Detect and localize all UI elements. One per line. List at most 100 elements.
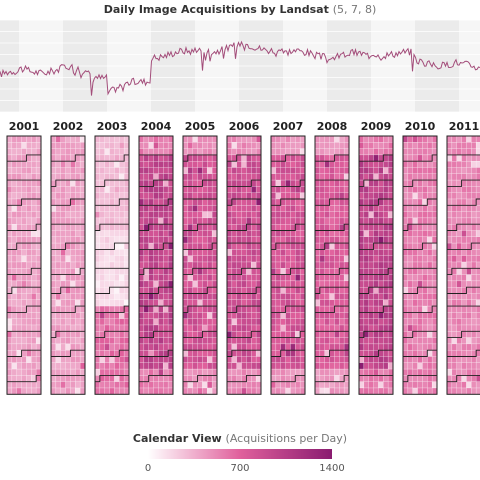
calendar-day-cell xyxy=(270,205,277,212)
calendar-day-cell xyxy=(241,198,247,206)
month-boundary-line xyxy=(139,179,173,187)
calendar-day-cell xyxy=(329,217,335,225)
calendar-day-cell xyxy=(148,236,154,244)
calendar-day-cell xyxy=(153,186,159,193)
calendar-day-cell xyxy=(373,343,379,351)
calendar-day-cell xyxy=(475,154,480,162)
calendar-day-cell xyxy=(35,261,42,269)
calendar-day-cell xyxy=(285,223,291,231)
calendar-day-cell xyxy=(475,387,480,395)
calendar-day-cell xyxy=(466,223,472,231)
calendar-day-cell xyxy=(202,167,208,175)
calendar-day-cell xyxy=(290,286,296,294)
calendar-day-cell xyxy=(197,293,203,301)
calendar-day-cell xyxy=(368,249,374,256)
calendar-day-cell xyxy=(55,236,61,244)
calendar-day-cell xyxy=(143,142,149,149)
calendar-day-cell xyxy=(475,268,480,275)
calendar-day-cell xyxy=(114,217,120,225)
calendar-day-cell xyxy=(270,368,277,376)
calendar-day-cell xyxy=(387,205,394,212)
calendar-day-cell xyxy=(412,286,418,294)
calendar-day-cell xyxy=(226,362,233,370)
calendar-day-cell xyxy=(192,198,198,206)
calendar-day-cell xyxy=(270,161,277,168)
calendar-day-cell xyxy=(143,236,149,244)
calendar-day-cell xyxy=(114,179,120,187)
calendar-day-cell xyxy=(236,343,242,351)
calendar-day-cell xyxy=(451,223,457,231)
calendar-day-cell xyxy=(197,318,203,326)
calendar-day-cell xyxy=(21,261,27,269)
calendar-day-cell xyxy=(324,356,330,364)
calendar-day-cell xyxy=(158,242,164,250)
calendar-day-cell xyxy=(31,161,37,168)
calendar-day-cell xyxy=(148,148,154,156)
calendar-day-cell xyxy=(60,362,66,370)
calendar-day-cell xyxy=(104,217,110,225)
calendar-day-cell xyxy=(343,154,350,162)
calendar-day-cell xyxy=(148,305,154,313)
calendar-day-cell xyxy=(148,217,154,225)
calendar-day-cell xyxy=(226,318,233,326)
calendar-day-cell xyxy=(99,135,105,143)
calendar-day-cell xyxy=(79,349,86,357)
calendar-day-cell xyxy=(114,368,120,376)
calendar-day-cell xyxy=(285,135,291,143)
calendar-day-cell xyxy=(16,154,22,162)
calendar-day-cell xyxy=(280,249,286,256)
calendar-day-cell xyxy=(363,280,369,288)
calendar-day-cell xyxy=(329,161,335,168)
calendar-day-cell xyxy=(65,198,71,206)
calendar-day-cell xyxy=(446,299,453,307)
calendar-day-cell xyxy=(11,230,17,238)
calendar-day-cell xyxy=(187,242,193,250)
calendar-day-cell xyxy=(158,154,164,162)
calendar-day-cell xyxy=(246,299,252,307)
calendar-day-cell xyxy=(75,135,81,143)
month-boundary-line xyxy=(183,242,217,250)
calendar-day-cell xyxy=(35,356,42,364)
calendar-day-cell xyxy=(231,375,237,382)
calendar-day-cell xyxy=(475,318,480,326)
calendar-day-cell xyxy=(197,154,203,162)
calendar-day-cell xyxy=(123,356,130,364)
calendar-day-cell xyxy=(207,368,213,376)
calendar-day-cell xyxy=(99,299,105,307)
calendar-day-cell xyxy=(422,331,428,338)
calendar-day-cell xyxy=(153,154,159,162)
calendar-day-cell xyxy=(21,223,27,231)
calendar-day-cell xyxy=(6,337,13,345)
calendar-day-cell xyxy=(31,236,37,244)
calendar-day-cell xyxy=(451,230,457,238)
calendar-day-cell xyxy=(211,331,218,338)
calendar-day-cell xyxy=(26,356,32,364)
calendar-day-cell xyxy=(412,148,418,156)
calendar-day-cell xyxy=(378,242,384,250)
calendar-day-cell xyxy=(339,362,345,370)
calendar-day-cell xyxy=(16,362,22,370)
calendar-day-cell xyxy=(153,381,159,389)
calendar-day-cell xyxy=(324,205,330,212)
calendar-day-cell xyxy=(275,299,281,307)
calendar-day-cell xyxy=(192,324,198,332)
calendar-day-cell xyxy=(119,381,125,389)
calendar-day-cell xyxy=(417,173,423,181)
calendar-day-cell xyxy=(236,173,242,181)
calendar-day-cell xyxy=(285,343,291,351)
calendar-day-cell xyxy=(75,142,81,149)
calendar-day-cell xyxy=(383,135,389,143)
calendar-day-cell xyxy=(343,198,350,206)
calendar-day-cell xyxy=(324,387,330,395)
calendar-day-cell xyxy=(319,261,325,269)
calendar-day-cell xyxy=(295,135,301,143)
calendar-day-cell xyxy=(358,375,365,382)
calendar-day-cell xyxy=(270,312,277,319)
calendar-day-cell xyxy=(70,318,76,326)
calendar-day-cell xyxy=(192,242,198,250)
calendar-day-cell xyxy=(451,274,457,282)
calendar-day-cell xyxy=(422,375,428,382)
calendar-day-cell xyxy=(6,305,13,313)
calendar-day-cell xyxy=(451,135,457,143)
month-boundary-line xyxy=(183,374,217,383)
